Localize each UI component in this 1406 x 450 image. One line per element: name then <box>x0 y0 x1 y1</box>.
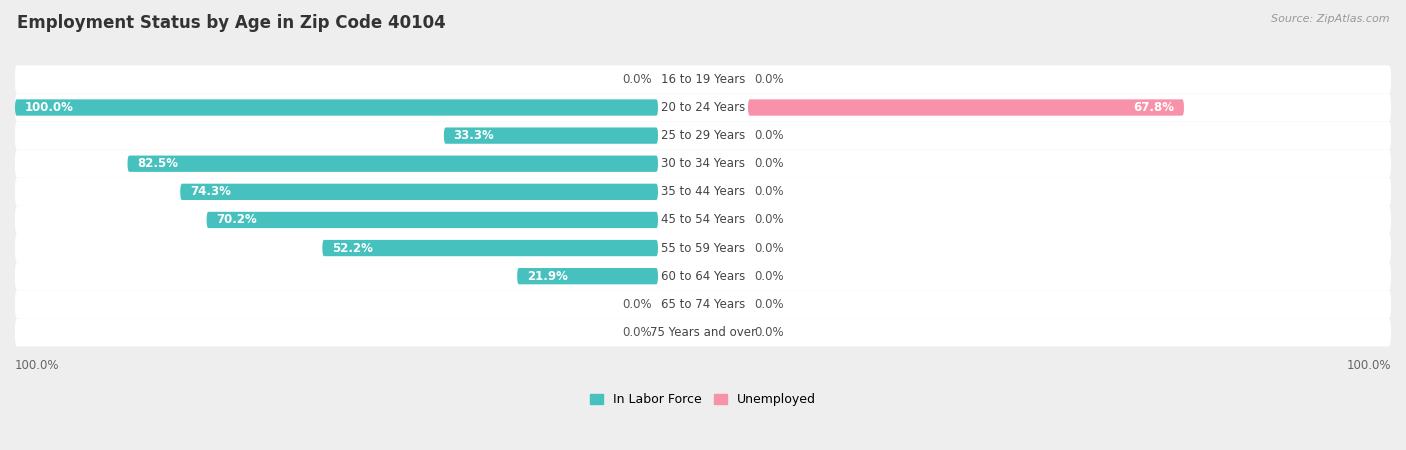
FancyBboxPatch shape <box>15 178 1391 206</box>
FancyBboxPatch shape <box>322 240 658 256</box>
FancyBboxPatch shape <box>15 65 1391 94</box>
FancyBboxPatch shape <box>180 184 658 200</box>
Text: 100.0%: 100.0% <box>1347 359 1391 372</box>
FancyBboxPatch shape <box>15 99 658 116</box>
Text: 52.2%: 52.2% <box>332 242 373 255</box>
FancyBboxPatch shape <box>517 268 658 284</box>
Text: 70.2%: 70.2% <box>217 213 257 226</box>
Text: 82.5%: 82.5% <box>138 157 179 170</box>
Text: 0.0%: 0.0% <box>755 270 785 283</box>
FancyBboxPatch shape <box>15 290 1391 318</box>
Text: Employment Status by Age in Zip Code 40104: Employment Status by Age in Zip Code 401… <box>17 14 446 32</box>
Text: 67.8%: 67.8% <box>1133 101 1174 114</box>
Text: 0.0%: 0.0% <box>755 73 785 86</box>
Text: 75 Years and over: 75 Years and over <box>650 326 756 339</box>
Text: 0.0%: 0.0% <box>755 242 785 255</box>
Text: 100.0%: 100.0% <box>25 101 73 114</box>
FancyBboxPatch shape <box>15 150 1391 178</box>
Text: 20 to 24 Years: 20 to 24 Years <box>661 101 745 114</box>
Text: 60 to 64 Years: 60 to 64 Years <box>661 270 745 283</box>
Text: 35 to 44 Years: 35 to 44 Years <box>661 185 745 198</box>
Text: 0.0%: 0.0% <box>755 157 785 170</box>
FancyBboxPatch shape <box>15 262 1391 290</box>
Text: 0.0%: 0.0% <box>755 326 785 339</box>
Legend: In Labor Force, Unemployed: In Labor Force, Unemployed <box>591 393 815 406</box>
Text: 0.0%: 0.0% <box>755 298 785 311</box>
FancyBboxPatch shape <box>748 99 1184 116</box>
Text: 45 to 54 Years: 45 to 54 Years <box>661 213 745 226</box>
Text: 0.0%: 0.0% <box>621 298 651 311</box>
FancyBboxPatch shape <box>15 206 1391 234</box>
Text: 0.0%: 0.0% <box>755 129 785 142</box>
Text: 30 to 34 Years: 30 to 34 Years <box>661 157 745 170</box>
Text: Source: ZipAtlas.com: Source: ZipAtlas.com <box>1271 14 1389 23</box>
Text: 0.0%: 0.0% <box>621 73 651 86</box>
Text: 0.0%: 0.0% <box>755 213 785 226</box>
Text: 55 to 59 Years: 55 to 59 Years <box>661 242 745 255</box>
Text: 25 to 29 Years: 25 to 29 Years <box>661 129 745 142</box>
Text: 0.0%: 0.0% <box>621 326 651 339</box>
Text: 16 to 19 Years: 16 to 19 Years <box>661 73 745 86</box>
FancyBboxPatch shape <box>444 127 658 144</box>
FancyBboxPatch shape <box>15 122 1391 150</box>
FancyBboxPatch shape <box>128 156 658 172</box>
Text: 21.9%: 21.9% <box>527 270 568 283</box>
FancyBboxPatch shape <box>15 318 1391 346</box>
Text: 65 to 74 Years: 65 to 74 Years <box>661 298 745 311</box>
FancyBboxPatch shape <box>207 212 658 228</box>
FancyBboxPatch shape <box>15 234 1391 262</box>
Text: 100.0%: 100.0% <box>15 359 59 372</box>
Text: 0.0%: 0.0% <box>755 185 785 198</box>
Text: 33.3%: 33.3% <box>454 129 495 142</box>
FancyBboxPatch shape <box>15 94 1391 122</box>
Text: 74.3%: 74.3% <box>190 185 231 198</box>
